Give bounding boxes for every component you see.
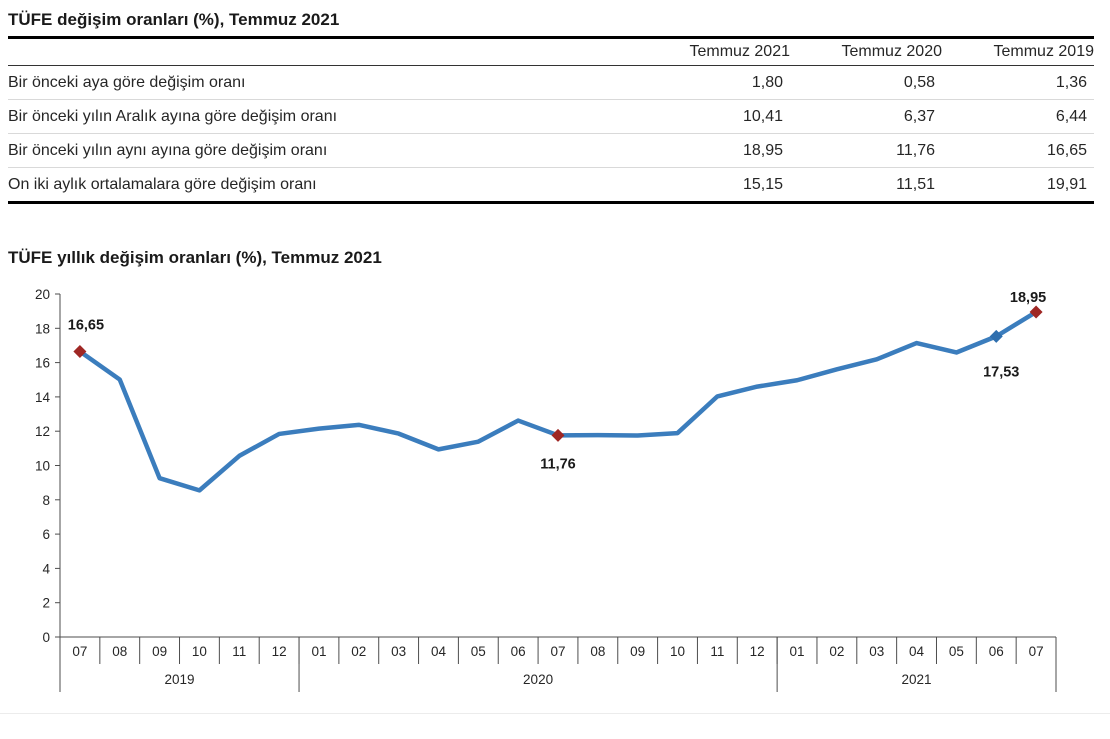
y-tick-label: 14 xyxy=(35,390,51,405)
y-tick-label: 20 xyxy=(35,287,50,302)
row-label: Bir önceki yılın aynı ayına göre değişim… xyxy=(8,141,328,159)
x-tick-label-month: 05 xyxy=(471,644,486,659)
data-point-label: 17,53 xyxy=(983,364,1019,380)
row-value: 6,37 xyxy=(903,107,935,125)
x-tick-label-month: 01 xyxy=(311,644,326,659)
x-tick-label-month: 07 xyxy=(550,644,565,659)
column-header-temmuz-2021: Temmuz 2021 xyxy=(689,43,791,60)
cpi-summary-table: TÜFE değişim oranları (%), Temmuz 2021 T… xyxy=(8,10,1094,204)
data-point-marker xyxy=(73,344,87,358)
x-tick-label-month: 02 xyxy=(829,644,844,659)
x-tick-label-month: 04 xyxy=(909,644,925,659)
x-tick-label-month: 08 xyxy=(590,644,605,659)
y-tick-label: 0 xyxy=(42,630,50,645)
chart-title: TÜFE yıllık değişim oranları (%), Temmuz… xyxy=(8,248,382,267)
x-tick-label-month: 03 xyxy=(391,644,406,659)
table-row: On iki aylık ortalamalara göre değişim o… xyxy=(8,168,1094,201)
x-tick-label-month: 10 xyxy=(670,644,685,659)
table-title: TÜFE değişim oranları (%), Temmuz 2021 xyxy=(8,10,1094,39)
y-tick-label: 10 xyxy=(35,459,50,474)
y-tick-label: 16 xyxy=(35,356,50,371)
row-value: 0,58 xyxy=(903,73,935,91)
column-header-temmuz-2019: Temmuz 2019 xyxy=(993,43,1095,60)
row-value: 18,95 xyxy=(742,141,783,159)
column-header-temmuz-2020: Temmuz 2020 xyxy=(841,43,943,60)
row-value: 1,80 xyxy=(751,73,783,91)
x-tick-label-month: 07 xyxy=(72,644,87,659)
data-point-marker xyxy=(989,329,1003,343)
table-row: Bir önceki yılın Aralık ayına göre değiş… xyxy=(8,100,1094,134)
x-tick-label-month: 03 xyxy=(869,644,884,659)
x-tick-label-month: 11 xyxy=(710,644,724,659)
x-tick-label-month: 09 xyxy=(152,644,167,659)
table-body: Bir önceki aya göre değişim oranı 1,80 0… xyxy=(8,66,1094,204)
x-tick-label-month: 09 xyxy=(630,644,645,659)
y-tick-label: 2 xyxy=(42,596,50,611)
data-point-marker xyxy=(1029,305,1043,319)
row-label: Bir önceki yılın Aralık ayına göre değiş… xyxy=(8,107,338,125)
row-value: 11,51 xyxy=(896,175,935,193)
x-axis-year-label: 2021 xyxy=(902,672,932,687)
y-tick-label: 18 xyxy=(35,321,50,336)
row-label: On iki aylık ortalamalara göre değişim o… xyxy=(8,175,317,193)
x-tick-label-month: 12 xyxy=(750,644,765,659)
x-tick-label-month: 04 xyxy=(431,644,447,659)
row-value: 6,44 xyxy=(1055,107,1087,125)
row-value: 19,91 xyxy=(1046,175,1087,193)
y-tick-label: 8 xyxy=(42,493,50,508)
data-point-label: 11,76 xyxy=(540,456,576,472)
table-row: Bir önceki yılın aynı ayına göre değişim… xyxy=(8,134,1094,168)
data-point-label: 18,95 xyxy=(1010,290,1046,306)
row-label: Bir önceki aya göre değişim oranı xyxy=(8,73,246,91)
x-tick-label-month: 05 xyxy=(949,644,964,659)
x-tick-label-month: 06 xyxy=(989,644,1004,659)
y-tick-label: 4 xyxy=(42,561,50,576)
row-value: 11,76 xyxy=(896,141,935,159)
table-header-row: Temmuz 2021 Temmuz 2020 Temmuz 2019 xyxy=(8,39,1094,66)
data-point-label: 16,65 xyxy=(68,317,104,333)
table-row: Bir önceki aya göre değişim oranı 1,80 0… xyxy=(8,66,1094,100)
y-tick-label: 12 xyxy=(35,424,50,439)
x-tick-label-month: 02 xyxy=(351,644,366,659)
x-tick-label-month: 07 xyxy=(1029,644,1044,659)
x-tick-label-month: 06 xyxy=(511,644,526,659)
data-point-marker xyxy=(551,428,565,442)
y-tick-label: 6 xyxy=(42,527,50,542)
x-tick-label-month: 11 xyxy=(232,644,246,659)
x-tick-label-month: 12 xyxy=(272,644,287,659)
x-axis-year-label: 2020 xyxy=(523,672,553,687)
row-value: 16,65 xyxy=(1046,141,1087,159)
row-value: 10,41 xyxy=(742,107,783,125)
bottom-divider xyxy=(0,713,1110,714)
row-value: 1,36 xyxy=(1055,73,1087,91)
x-axis-year-label: 2019 xyxy=(164,672,194,687)
x-tick-label-month: 01 xyxy=(790,644,805,659)
x-tick-label-month: 10 xyxy=(192,644,207,659)
row-value: 15,15 xyxy=(742,175,783,193)
x-tick-label-month: 08 xyxy=(112,644,127,659)
